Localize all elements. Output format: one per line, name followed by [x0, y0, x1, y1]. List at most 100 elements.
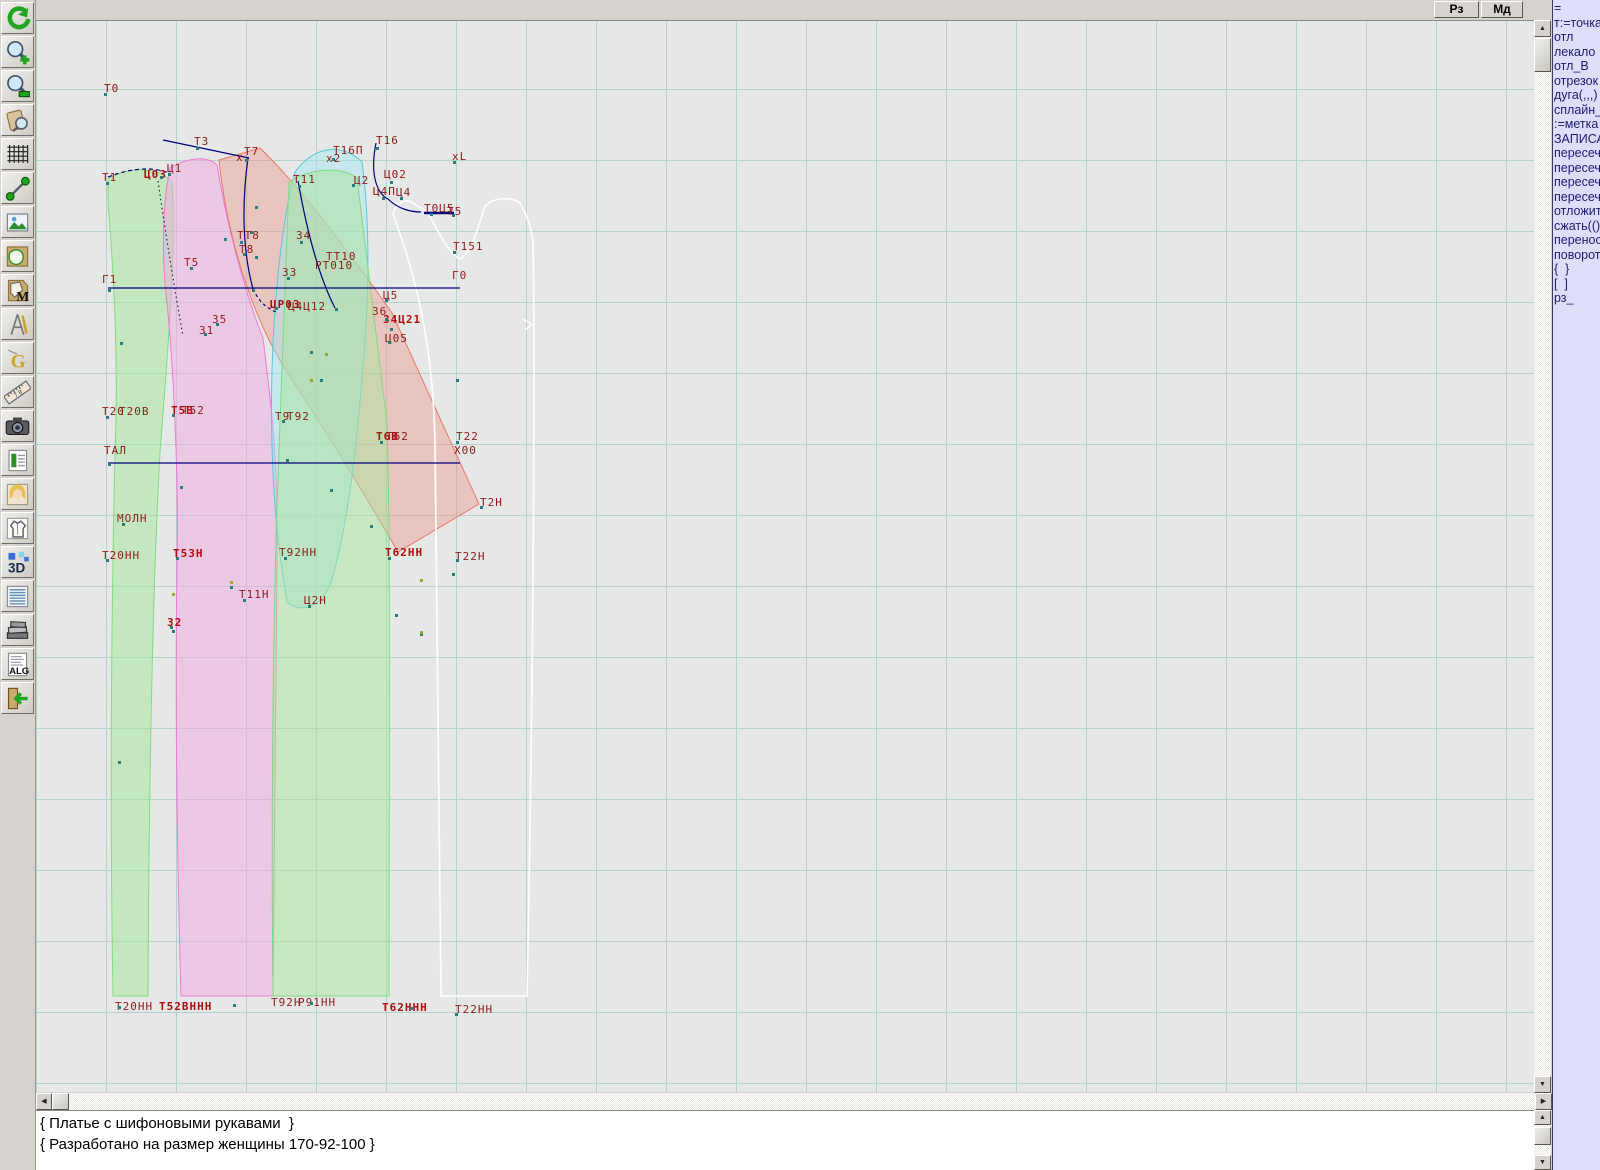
- command-item[interactable]: рз_: [1554, 291, 1574, 305]
- pattern-point: [176, 557, 179, 560]
- pattern-point: [452, 214, 455, 217]
- table-icon: [8, 449, 28, 471]
- command-item[interactable]: { }: [1554, 262, 1570, 276]
- command-item[interactable]: отл: [1554, 30, 1574, 44]
- camera-button[interactable]: [1, 410, 34, 442]
- pattern-canvas[interactable]: Т0Т3хТ7Т16ПТ16х2хLТ1Ц1Ц03Т11Ц2Ц02Ц4ПЦ4Т0…: [36, 20, 1534, 1092]
- command-item[interactable]: =: [1554, 1, 1562, 15]
- ruler-button[interactable]: 7 8: [1, 376, 34, 408]
- 3d-view-button[interactable]: 3D: [1, 546, 34, 578]
- pattern-point: [388, 557, 391, 560]
- back-panel-shape[interactable]: [107, 169, 174, 997]
- pattern-point: [453, 251, 456, 254]
- vertical-scroll-thumb[interactable]: [1534, 38, 1551, 72]
- command-item[interactable]: [ ]: [1554, 276, 1568, 291]
- command-item[interactable]: ЗАПИСА: [1554, 131, 1600, 146]
- rz-button[interactable]: Рз: [1434, 1, 1479, 18]
- pattern-point: [410, 1007, 413, 1010]
- pattern-point: [430, 213, 433, 216]
- svg-text:G: G: [11, 351, 26, 372]
- command-item[interactable]: пересеч: [1554, 175, 1600, 189]
- gold-g-button[interactable]: G: [1, 342, 34, 374]
- ruler-icon: 7 8: [4, 379, 31, 405]
- command-item[interactable]: сжать((): [1554, 218, 1600, 233]
- garment-sketch-button[interactable]: [1, 512, 34, 544]
- pattern-point: [120, 342, 123, 345]
- canvas-horizontal-scrollbar[interactable]: ◀ ▶: [36, 1093, 1552, 1110]
- program-text-area[interactable]: { Платье с шифоновыми рукавами } { Разра…: [36, 1110, 1534, 1170]
- pattern-point: [118, 1006, 121, 1009]
- pattern-point: [310, 379, 313, 382]
- scroll-left-arrow[interactable]: ◀: [36, 1093, 52, 1110]
- canvas-vertical-scrollbar[interactable]: ▲ ▼: [1534, 20, 1551, 1093]
- command-item[interactable]: сплайн_: [1554, 102, 1600, 117]
- pattern-point: [255, 256, 258, 259]
- text-area-scrollbar[interactable]: ▲ ▼: [1534, 1110, 1551, 1170]
- pattern-point: [400, 197, 403, 200]
- pattern-point: [240, 241, 243, 244]
- pattern-point: [282, 420, 285, 423]
- pattern-point: [330, 489, 333, 492]
- pattern-piece-button[interactable]: [1, 240, 34, 272]
- scroll-right-arrow[interactable]: ▶: [1535, 1093, 1552, 1110]
- undo-button[interactable]: [1, 2, 34, 34]
- zoom-out-button[interactable]: [1, 70, 34, 102]
- text-scroll-thumb[interactable]: [1534, 1127, 1551, 1145]
- camera-icon: [5, 417, 30, 435]
- text-document-button[interactable]: [1, 580, 34, 612]
- pattern-point: [190, 267, 193, 270]
- command-item[interactable]: перенос: [1554, 233, 1600, 247]
- pattern-m-button[interactable]: M: [1, 274, 34, 306]
- command-item[interactable]: пересеч: [1554, 189, 1600, 204]
- pattern-point: [104, 93, 107, 96]
- command-panel[interactable]: = т:=точка отл лекало отл_В отрезок дуга(,,,) с…: [1552, 0, 1600, 1170]
- command-item[interactable]: лекало: [1554, 44, 1596, 59]
- command-item[interactable]: пересеч: [1554, 146, 1600, 160]
- chiffon-sleeve-shape[interactable]: [392, 197, 535, 997]
- pattern-point: [168, 173, 171, 176]
- horizontal-scroll-thumb[interactable]: [52, 1093, 69, 1110]
- pattern-point: [172, 630, 175, 633]
- measure-line-icon: [5, 176, 30, 201]
- model-photo-button[interactable]: [1, 478, 34, 510]
- grid-button[interactable]: [1, 138, 34, 170]
- compass-button[interactable]: [1, 308, 34, 340]
- text-scroll-down-arrow[interactable]: ▼: [1534, 1155, 1551, 1170]
- undo-icon: [7, 5, 31, 29]
- table-button[interactable]: [1, 444, 34, 476]
- measure-line-button[interactable]: [1, 172, 34, 204]
- scroll-up-arrow[interactable]: ▲: [1534, 20, 1551, 37]
- scroll-down-arrow[interactable]: ▼: [1534, 1076, 1551, 1093]
- pattern-point: [118, 761, 121, 764]
- command-item[interactable]: дуга(,,,): [1554, 88, 1598, 102]
- pattern-point: [252, 289, 255, 292]
- command-item[interactable]: отл_В: [1554, 59, 1589, 73]
- preview-pattern-icon: [6, 109, 28, 132]
- command-item[interactable]: :=метка: [1554, 117, 1599, 131]
- text-scroll-up-arrow[interactable]: ▲: [1534, 1110, 1551, 1125]
- pattern-point: [390, 181, 393, 184]
- gold-g-icon: G: [7, 348, 26, 372]
- pattern-point: [250, 231, 253, 234]
- image-icon: [6, 213, 29, 231]
- pattern-point: [376, 147, 379, 150]
- command-item[interactable]: поворот: [1554, 247, 1600, 262]
- exit-button[interactable]: [1, 682, 34, 714]
- books-button[interactable]: [1, 614, 34, 646]
- command-item[interactable]: отложит: [1554, 204, 1600, 218]
- preview-pattern-button[interactable]: [1, 104, 34, 136]
- command-item[interactable]: отрезок: [1554, 73, 1599, 88]
- pattern-point: [180, 486, 183, 489]
- md-button[interactable]: Мд: [1481, 1, 1523, 18]
- pattern-point: [420, 579, 423, 582]
- alg-document-button[interactable]: ALG: [1, 648, 34, 680]
- pattern-point: [245, 159, 248, 162]
- command-item[interactable]: т:=точка: [1554, 15, 1600, 30]
- image-button[interactable]: [1, 206, 34, 238]
- pattern-point: [224, 238, 227, 241]
- pattern-point: [275, 307, 278, 310]
- front-panel-shape[interactable]: [271, 169, 390, 997]
- zoom-in-button[interactable]: [1, 36, 34, 68]
- comment-line: { Платье с шифоновыми рукавами }: [40, 1115, 295, 1132]
- command-item[interactable]: пересеч: [1554, 160, 1600, 175]
